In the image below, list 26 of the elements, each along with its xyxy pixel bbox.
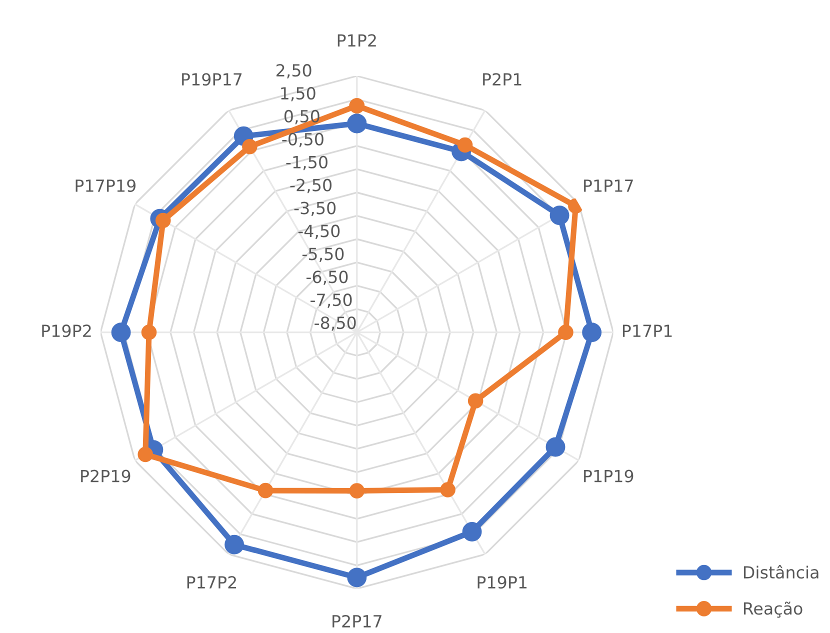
legend-label: Distância [744, 565, 818, 579]
y-tick-label: -7,50 [310, 294, 352, 308]
y-tick-label: -3,50 [294, 202, 336, 216]
y-tick-label: -8,50 [314, 316, 356, 331]
y-tick-label: -5,50 [302, 248, 344, 262]
spoke-label: P19P17 [182, 73, 242, 86]
spoke-label: P1P17 [584, 180, 633, 192]
spoke-label: P19P1 [478, 576, 527, 589]
y-tick-label: 0,50 [284, 110, 320, 124]
y-tick-label: -1,50 [286, 156, 328, 170]
spoke-label: P17P2 [187, 576, 236, 588]
spoke-label: P17P19 [76, 179, 136, 192]
spoke-label: P17P1 [622, 324, 672, 337]
spoke-label: P1P2 [338, 34, 376, 47]
spoke-label: P2P19 [81, 470, 130, 482]
legend-label: Reação [744, 602, 802, 618]
y-tick-label: -0,50 [282, 132, 324, 148]
y-tick-label: 1,50 [281, 86, 316, 102]
spoke-label: P19P2 [42, 324, 91, 338]
y-tick-label: -4,50 [298, 224, 340, 239]
y-tick-label: -2,50 [290, 178, 332, 194]
spoke-label: P1P19 [584, 470, 634, 482]
y-tick-label: -6,50 [306, 270, 348, 285]
spoke-label: P2P1 [483, 73, 522, 86]
spoke-label: P2P17 [332, 614, 382, 628]
y-tick-label: 2,50 [276, 64, 312, 78]
